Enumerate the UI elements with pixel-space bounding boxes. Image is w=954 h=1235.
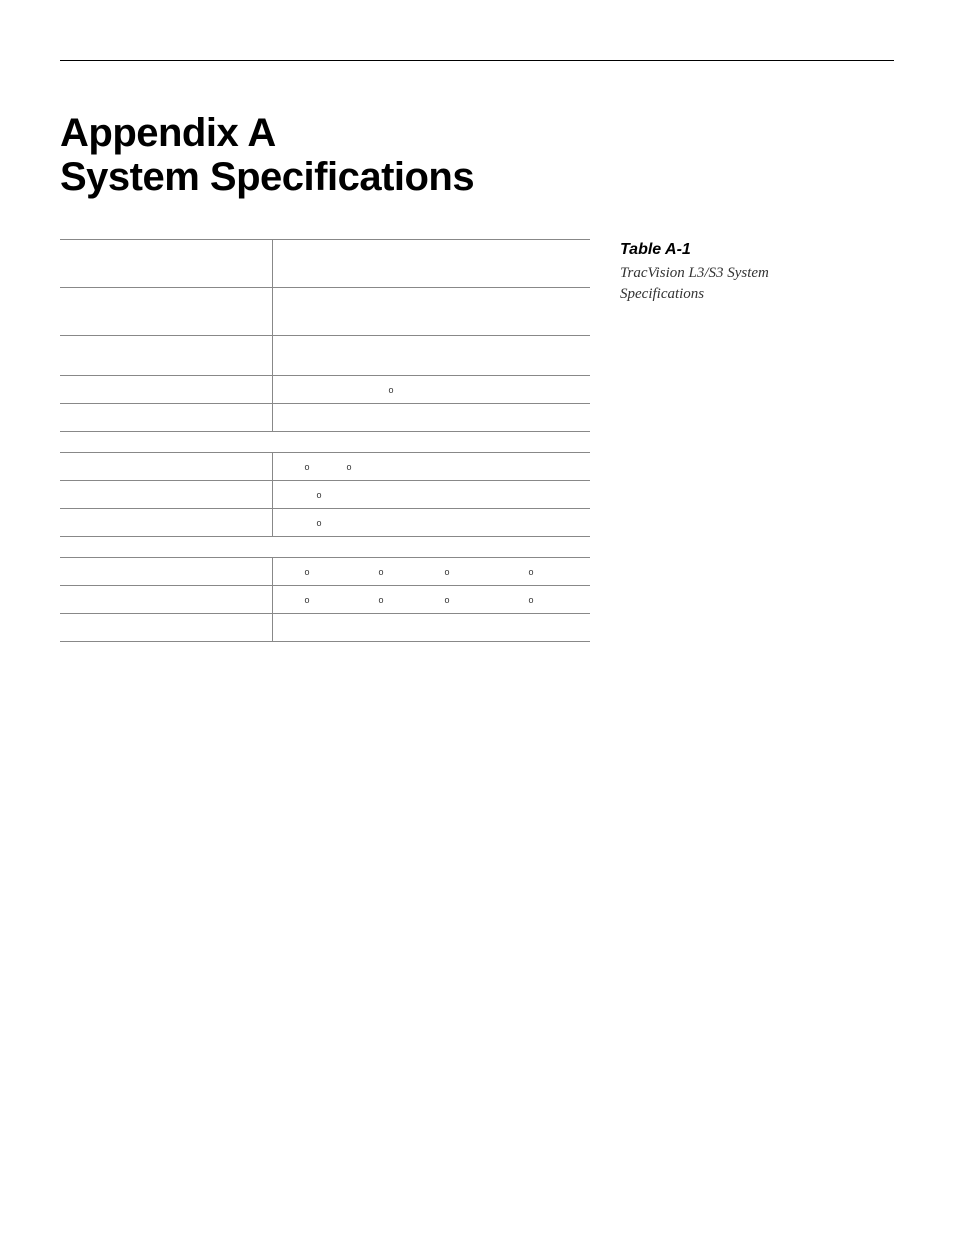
- table-row: oo: [60, 453, 590, 481]
- degree-symbol: o: [389, 385, 394, 395]
- degree-symbol: o: [305, 462, 310, 472]
- heading-line-1: Appendix A: [60, 111, 276, 155]
- table-caption: TracVision L3/S3 System Specifications: [620, 263, 850, 305]
- spec-group-3: o o o o o o o o: [60, 557, 590, 642]
- spec-value-cell: o: [272, 481, 590, 509]
- degree-symbol: o: [317, 518, 322, 528]
- degree-symbol: o: [445, 567, 450, 577]
- table-row: [60, 614, 590, 642]
- degree-symbol: o: [317, 490, 322, 500]
- table-row: oooo: [60, 586, 590, 614]
- degree-marks: o: [281, 516, 583, 530]
- table-row: [60, 240, 590, 288]
- table-row: o: [60, 481, 590, 509]
- spec-label-cell: [60, 336, 272, 376]
- spec-value-cell: [272, 240, 590, 288]
- spec-label-cell: [60, 288, 272, 336]
- degree-symbol: o: [305, 567, 310, 577]
- degree-marks: o: [281, 488, 583, 502]
- spec-value-cell: o: [272, 376, 590, 404]
- spec-value-cell: oo: [272, 453, 590, 481]
- spec-label-cell: [60, 453, 272, 481]
- spec-label-cell: [60, 558, 272, 586]
- spec-value-cell: [272, 404, 590, 432]
- degree-marks: oooo: [281, 593, 583, 607]
- degree-symbol: o: [305, 595, 310, 605]
- spec-group-1: o: [60, 239, 590, 432]
- table-row: o: [60, 509, 590, 537]
- spec-value-cell: oooo: [272, 586, 590, 614]
- spec-label-cell: [60, 404, 272, 432]
- table-label: Table A-1: [620, 241, 850, 259]
- degree-symbol: o: [347, 462, 352, 472]
- spec-value-cell: [272, 614, 590, 642]
- degree-marks: o: [281, 383, 583, 397]
- spec-table-2: oooo: [60, 452, 590, 537]
- spec-table-1: o: [60, 239, 590, 432]
- degree-symbol: o: [379, 595, 384, 605]
- page-title: Appendix A System Specifications: [60, 111, 894, 199]
- content-area: o oooo oooooooo Table A-1 TracVision L3/…: [60, 239, 894, 662]
- table-row: o: [60, 376, 590, 404]
- degree-symbol: o: [445, 595, 450, 605]
- spec-tables: o oooo oooooooo: [60, 239, 590, 662]
- degree-marks: oo: [281, 460, 583, 474]
- table-row: oooo: [60, 558, 590, 586]
- spec-group-2: oooo: [60, 452, 590, 537]
- table-row: [60, 288, 590, 336]
- table-row: [60, 336, 590, 376]
- degree-symbol: o: [379, 567, 384, 577]
- spec-label-cell: [60, 509, 272, 537]
- degree-marks: oooo: [281, 565, 583, 579]
- heading-line-2: System Specifications: [60, 155, 474, 199]
- spec-value-cell: [272, 288, 590, 336]
- spec-label-cell: [60, 614, 272, 642]
- spec-label-cell: [60, 586, 272, 614]
- spec-value-cell: oooo: [272, 558, 590, 586]
- spec-value-cell: [272, 336, 590, 376]
- degree-symbol: o: [529, 567, 534, 577]
- spec-label-cell: [60, 376, 272, 404]
- spec-label-cell: [60, 481, 272, 509]
- degree-symbol: o: [529, 595, 534, 605]
- spec-value-cell: o: [272, 509, 590, 537]
- table-caption-sidebar: Table A-1 TracVision L3/S3 System Specif…: [620, 239, 850, 305]
- table-row: [60, 404, 590, 432]
- top-rule: [60, 60, 894, 61]
- spec-label-cell: [60, 240, 272, 288]
- spec-table-3: o o o o o o o o: [60, 557, 590, 642]
